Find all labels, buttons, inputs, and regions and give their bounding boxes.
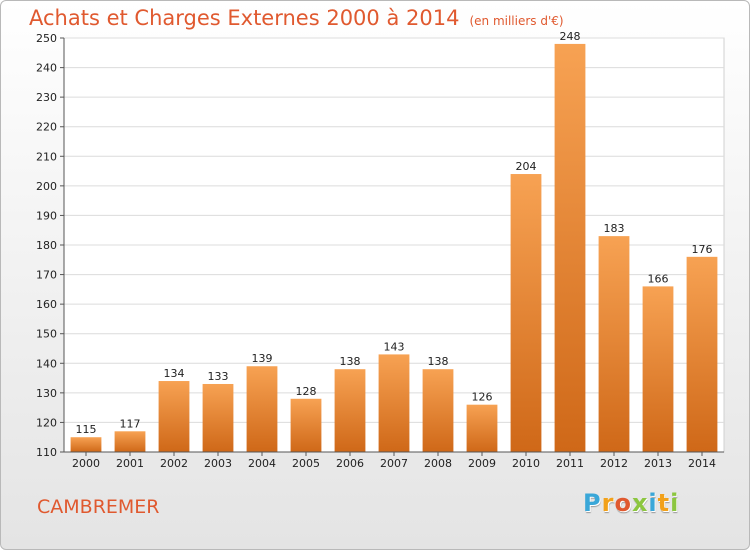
bar-value-label: 138 <box>340 355 361 368</box>
y-tick-label: 180 <box>36 239 57 252</box>
y-tick-label: 200 <box>36 180 57 193</box>
city-name: CAMBREMER <box>37 496 160 518</box>
bars-group <box>70 43 718 453</box>
bar <box>290 398 322 452</box>
bar-value-label: 117 <box>120 417 141 430</box>
bar <box>378 354 410 452</box>
y-tick-label: 120 <box>36 416 57 429</box>
bar <box>70 437 102 452</box>
logo-letter: o <box>614 489 632 517</box>
y-tick-label: 130 <box>36 387 57 400</box>
y-tick-label: 250 <box>36 32 57 45</box>
bar <box>202 383 234 452</box>
title-unit: (en milliers d'€) <box>469 14 564 28</box>
x-tick-label: 2010 <box>512 457 540 470</box>
bar <box>334 369 366 452</box>
y-axis-ticks: 110 120 130 140 150 160 170 180 190 200 210 220 230 2… <box>36 32 65 459</box>
x-axis-ticks: 2000 2001 2002 2003 2004 2005 2006 2007 2008 2009… <box>64 451 724 470</box>
bar <box>642 286 674 452</box>
x-tick-label: 2005 <box>292 457 320 470</box>
bar-value-label: 183 <box>604 222 625 235</box>
bar-value-label: 204 <box>516 160 537 173</box>
logo-letter: t <box>657 489 671 517</box>
bar-value-label: 166 <box>648 272 669 285</box>
logo-letter: i <box>648 489 658 517</box>
y-tick-label: 210 <box>36 150 57 163</box>
x-tick-label: 2008 <box>424 457 452 470</box>
bar-value-label: 134 <box>164 367 185 380</box>
y-tick-label: 220 <box>36 121 57 134</box>
x-tick-label: 2004 <box>248 457 276 470</box>
bar <box>422 369 454 452</box>
y-tick-label: 190 <box>36 209 57 222</box>
x-tick-label: 2002 <box>160 457 188 470</box>
y-tick-label: 160 <box>36 298 57 311</box>
y-tick-label: 240 <box>36 62 57 75</box>
logo-letter: x <box>631 489 649 517</box>
x-tick-label: 2006 <box>336 457 364 470</box>
bar <box>158 381 190 452</box>
x-tick-label: 2007 <box>380 457 408 470</box>
x-tick-label: 2000 <box>72 457 100 470</box>
bar-value-label: 176 <box>692 243 713 256</box>
bar <box>466 404 498 452</box>
bar-value-label: 248 <box>560 30 581 43</box>
bar-value-label: 128 <box>296 385 317 398</box>
y-tick-label: 230 <box>36 91 57 104</box>
bar <box>510 174 542 452</box>
y-tick-label: 140 <box>36 357 57 370</box>
bar-value-label: 139 <box>252 352 273 365</box>
value-labels-group: 115 117 134 133 139 128 138 143 138 126 204 248 183 1… <box>76 30 713 436</box>
x-tick-label: 2012 <box>600 457 628 470</box>
bar-value-label: 133 <box>208 370 229 383</box>
bar <box>114 431 146 452</box>
x-tick-label: 2014 <box>688 457 716 470</box>
logo-letter: P <box>583 489 602 517</box>
x-tick-label: 2011 <box>556 457 584 470</box>
x-tick-label: 2001 <box>116 457 144 470</box>
bar-value-label: 143 <box>384 340 405 353</box>
bar <box>686 256 718 452</box>
proxiti-logo: Proxiti <box>583 489 679 517</box>
bar-value-label: 115 <box>76 423 97 436</box>
x-tick-label: 2013 <box>644 457 672 470</box>
bar <box>598 236 630 452</box>
y-tick-label: 170 <box>36 269 57 282</box>
y-tick-label: 110 <box>36 446 57 459</box>
bar <box>246 366 278 452</box>
x-tick-label: 2003 <box>204 457 232 470</box>
y-tick-label: 150 <box>36 328 57 341</box>
x-tick-label: 2009 <box>468 457 496 470</box>
chart-title: Achats et Charges Externes 2000 à 2014 (e… <box>29 6 564 30</box>
bar <box>554 43 586 453</box>
bar-value-label: 126 <box>472 391 493 404</box>
title-text: Achats et Charges Externes 2000 à 2014 <box>29 6 460 30</box>
bar-value-label: 138 <box>428 355 449 368</box>
logo-letter: i <box>670 489 680 517</box>
logo-letter: r <box>601 489 615 517</box>
